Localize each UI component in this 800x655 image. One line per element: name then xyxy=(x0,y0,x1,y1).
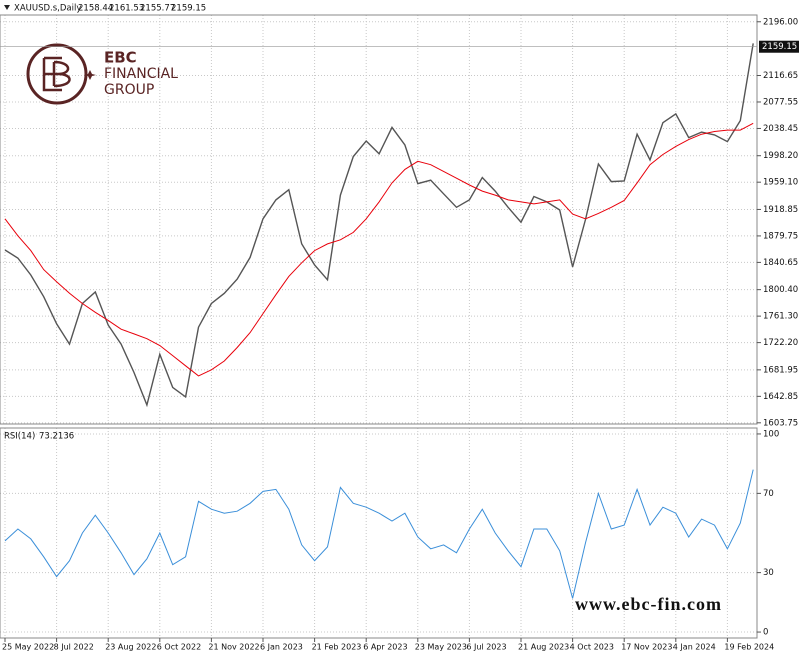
x-tick-label: 4 Jan 2024 xyxy=(673,643,716,652)
logo-line: EBC xyxy=(104,49,137,67)
x-tick-label: 6 Jan 2023 xyxy=(260,643,303,652)
y-tick-label: 2077.55 xyxy=(763,97,798,107)
rsi-name: RSI(14) xyxy=(4,432,35,442)
x-tick-label: 21 Aug 2023 xyxy=(518,643,569,652)
x-tick-label: 25 May 2022 xyxy=(2,643,54,652)
logo-line: GROUP xyxy=(104,82,154,98)
open-value: 2158.44 xyxy=(78,4,113,14)
logo-line: FINANCIAL xyxy=(104,66,178,82)
series-line xyxy=(4,43,754,408)
watermark: www.ebc-fin.com xyxy=(575,594,722,614)
x-tick-label: 17 Nov 2023 xyxy=(621,643,672,652)
logo-ring xyxy=(26,43,88,105)
y-tick-label: 100 xyxy=(763,429,779,439)
price-panel xyxy=(0,14,758,425)
x-tick-label: 19 Feb 2024 xyxy=(724,643,774,652)
close-value: 2159.15 xyxy=(171,4,206,14)
y-tick-label: 1998.20 xyxy=(763,151,798,161)
dropdown-icon xyxy=(4,5,10,10)
price-label: 2159.15 xyxy=(762,42,797,52)
x-tick-label: 21 Nov 2022 xyxy=(208,643,259,652)
y-tick-label: 2116.65 xyxy=(763,71,798,81)
high-value: 2161.53 xyxy=(109,4,144,14)
x-tick-label: 4 Oct 2023 xyxy=(570,643,614,652)
y-tick-label: 70 xyxy=(763,489,774,499)
y-tick-label: 2038.45 xyxy=(763,124,798,134)
y-tick-label: 1761.30 xyxy=(763,312,798,322)
y-tick-label: 1959.10 xyxy=(763,178,798,188)
x-tick-label: 6 Apr 2023 xyxy=(363,643,407,652)
y-tick-label: 1722.20 xyxy=(763,338,798,348)
x-tick-label: 23 May 2023 xyxy=(415,643,467,652)
y-tick-label: 1603.75 xyxy=(763,418,798,428)
y-tick-label: 1879.75 xyxy=(763,231,798,241)
y-tick-label: 1918.85 xyxy=(763,205,798,215)
y-tick-label: 0 xyxy=(763,628,768,638)
y-tick-label: 1642.85 xyxy=(763,392,798,402)
y-tick-label: 1840.65 xyxy=(763,258,798,268)
symbol-title: XAUUSD.s,Daily xyxy=(14,4,81,14)
logo-star xyxy=(84,70,96,80)
logo-emblem xyxy=(42,56,71,92)
y-tick-label: 1681.95 xyxy=(763,365,798,375)
price-label-box xyxy=(759,40,799,53)
x-tick-label: 6 Jul 2023 xyxy=(466,643,506,652)
x-tick-label: 6 Oct 2022 xyxy=(157,643,201,652)
y-tick-label: 1800.40 xyxy=(763,285,798,295)
logo: EBC FINANCIAL GROUP xyxy=(26,43,178,105)
x-tick-label: 21 Feb 2023 xyxy=(312,643,362,652)
rsi-value: 73.2136 xyxy=(39,432,74,442)
low-value: 2155.77 xyxy=(140,4,175,14)
rsi-panel xyxy=(0,427,758,639)
y-tick-label: 30 xyxy=(763,568,774,578)
series-line xyxy=(4,469,754,599)
y-tick-label: 2196.00 xyxy=(763,17,798,27)
x-tick-label: 23 Aug 2022 xyxy=(105,643,156,652)
series-line xyxy=(4,122,754,377)
x-tick-label: 8 Jul 2022 xyxy=(54,643,94,652)
